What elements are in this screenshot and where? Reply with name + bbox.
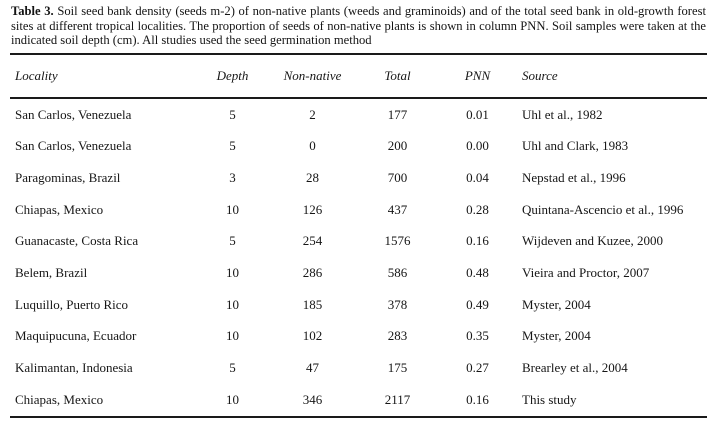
cell-total: 1576 [384,233,411,249]
cell-non-native: 254 [302,233,323,249]
cell-pnn: 0.48 [466,265,489,281]
cell-non-native: 2 [309,106,316,122]
table-row: Chiapas, Mexico 10 126 437 0.28 Quintana-Asce… [10,194,707,226]
header-source: Source [522,67,558,83]
seed-bank-table: Locality Depth Non-native Total PNN Sour… [10,52,707,418]
cell-depth: 10 [226,328,239,344]
cell-non-native: 286 [302,265,323,281]
cell-non-native: 47 [306,360,319,376]
cell-total: 283 [387,328,408,344]
cell-locality: Chiapas, Mexico [15,391,104,407]
cell-source: Nepstad et al., 1996 [522,170,626,185]
table-row: Guanacaste, Costa Rica 5 254 1576 0.16 Wijdev… [10,226,707,258]
table-row: Chiapas, Mexico 10 346 2117 0.16 This study [10,384,707,417]
table-row: Paragominas, Brazil 3 28 700 0.04 Nepstad et … [10,162,707,194]
cell-source: Myster, 2004 [522,296,591,312]
cell-source: Myster, 2004 [522,328,591,344]
cell-pnn: 0.28 [466,201,489,217]
table-row: San Carlos, Venezuela 5 0 200 0.00 Uhl and Cl… [10,130,707,162]
cell-depth: 5 [229,106,236,122]
cell-total: 175 [387,360,408,376]
table-row: Maquipucuna, Ecuador 10 102 283 0.35 Myster, … [10,321,707,353]
table-row: Kalimantan, Indonesia 5 47 175 0.27 Brearley … [10,352,707,384]
cell-total: 586 [387,265,408,281]
cell-total: 2117 [384,391,411,407]
cell-depth: 5 [229,233,236,249]
table-row: Belem, Brazil 10 286 586 0.48 Vieira and Proc… [10,257,707,289]
cell-locality: Belem, Brazil [15,265,88,281]
cell-pnn: 0.27 [466,360,489,376]
cell-pnn: 0.04 [466,170,489,185]
header-locality: Locality [15,67,58,83]
header-depth: Depth [216,67,249,83]
cell-pnn: 0.16 [466,233,489,249]
cell-locality: San Carlos, Venezuela [15,106,132,122]
cell-total: 700 [387,170,408,185]
cell-depth: 3 [229,170,236,185]
cell-locality: Luquillo, Puerto Rico [15,296,129,312]
cell-non-native: 126 [302,201,323,217]
header-total: Total [384,67,411,83]
cell-total: 177 [387,106,408,122]
table-caption: Table 3. Soil seed bank density (seeds m… [0,0,715,48]
cell-source: Brearley et al., 2004 [522,360,628,376]
cell-total: 437 [387,201,408,217]
cell-locality: Paragominas, Brazil [15,170,121,185]
cell-locality: Guanacaste, Costa Rica [15,233,139,249]
cell-pnn: 0.16 [466,391,489,407]
cell-non-native: 102 [302,328,323,344]
cell-depth: 10 [226,201,239,217]
header-pnn: PNN [464,67,491,83]
table-caption-text: Soil seed bank density (seeds m-2) of no… [11,4,706,48]
cell-locality: Kalimantan, Indonesia [15,360,133,376]
cell-depth: 10 [226,265,239,281]
table-row: San Carlos, Venezuela 5 2 177 0.01 Uhl et al.… [10,98,707,131]
cell-non-native: 346 [302,391,323,407]
cell-non-native: 185 [302,296,323,312]
cell-source: Wijdeven and Kuzee, 2000 [522,233,663,249]
cell-locality: Chiapas, Mexico [15,201,104,217]
cell-locality: San Carlos, Venezuela [15,138,132,154]
table-body: San Carlos, Venezuela 5 2 177 0.01 Uhl et al.… [10,98,707,417]
cell-pnn: 0.01 [466,106,489,122]
table-caption-label: Table 3. [11,4,54,18]
table-row: Luquillo, Puerto Rico 10 185 378 0.49 Myster,… [10,289,707,321]
cell-total: 378 [387,296,408,312]
header-non-native: Non-native [283,67,342,83]
cell-source: Uhl et al., 1982 [522,106,603,122]
cell-non-native: 0 [309,138,316,154]
cell-non-native: 28 [306,170,319,185]
cell-locality: Maquipucuna, Ecuador [15,328,137,344]
cell-source: Vieira and Proctor, 2007 [522,265,650,281]
cell-pnn: 0.35 [466,328,489,344]
cell-depth: 10 [226,391,239,407]
cell-depth: 10 [226,296,239,312]
cell-pnn: 0.00 [466,138,489,154]
cell-depth: 5 [229,360,236,376]
cell-source: Quintana-Ascencio et al., 1996 [522,201,684,217]
header-row: Locality Depth Non-native Total PNN Sour… [10,54,707,98]
cell-depth: 5 [229,138,236,154]
cell-source: This study [522,391,577,407]
cell-total: 200 [387,138,408,154]
cell-source: Uhl and Clark, 1983 [522,138,629,154]
cell-pnn: 0.49 [466,296,489,312]
